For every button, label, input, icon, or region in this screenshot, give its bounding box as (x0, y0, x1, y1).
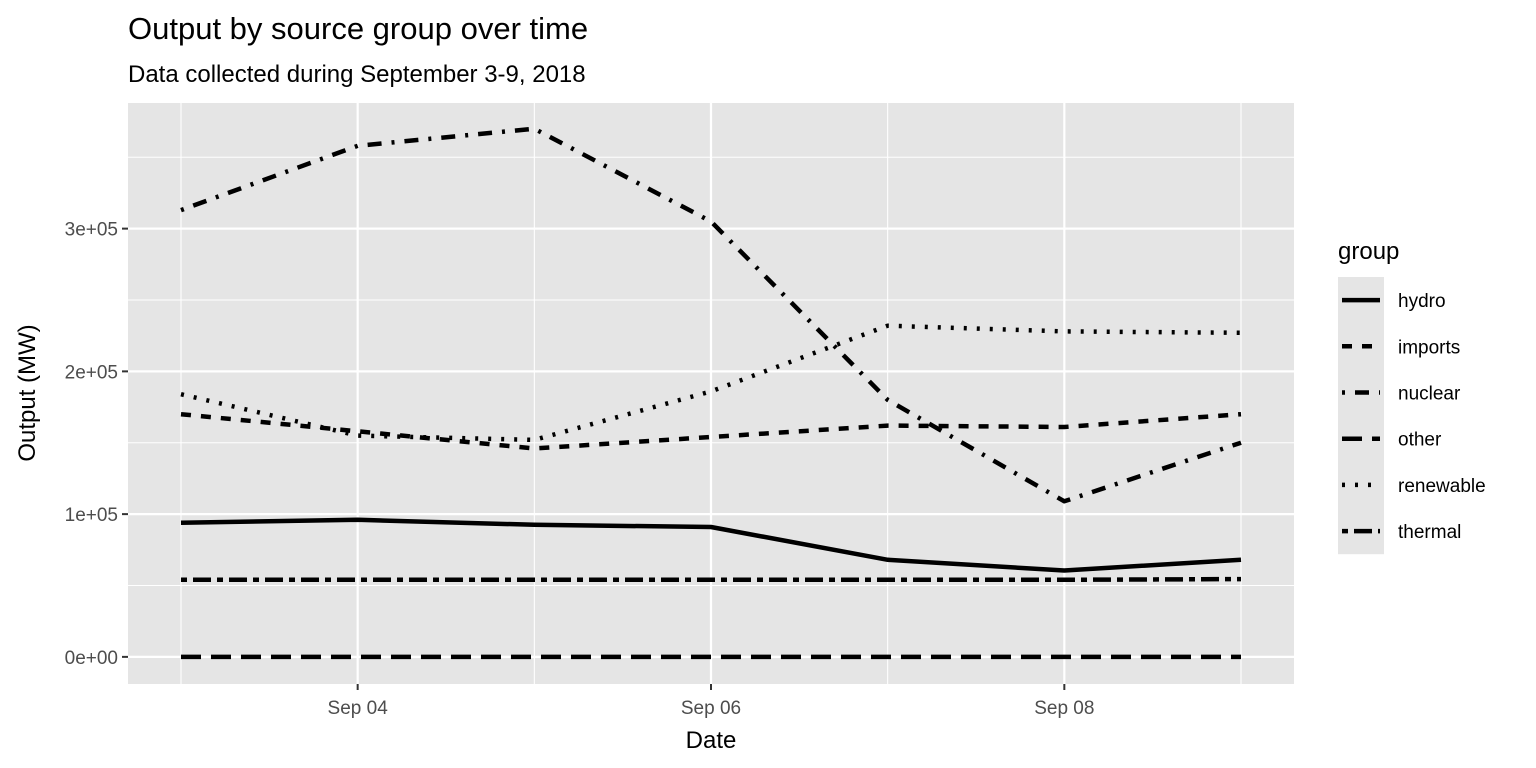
legend-key-background (1338, 277, 1384, 555)
series-line-hydro (180, 517, 1242, 573)
y-axis-label: Output (MW) (14, 324, 41, 461)
x-tick-label: Sep 04 (328, 698, 389, 719)
legend: group hydro imports nuclear other renewable t… (1338, 238, 1486, 555)
chart-title: Output by source group over time (128, 11, 588, 46)
x-tick-label: Sep 06 (681, 698, 741, 719)
series-line-imports (180, 411, 1242, 451)
x-tick-label: Sep 08 (1034, 698, 1094, 719)
legend-label-thermal: thermal (1398, 522, 1461, 543)
y-tick-label: 0e+00 (65, 648, 118, 669)
chart-subtitle: Data collected during September 3-9, 201… (128, 61, 586, 88)
x-axis-label: Date (686, 727, 737, 754)
y-tick-label: 3e+05 (65, 220, 118, 241)
legend-label-hydro: hydro (1398, 291, 1446, 312)
legend-label-imports: imports (1398, 337, 1460, 358)
legend-label-nuclear: nuclear (1398, 384, 1461, 405)
y-axis: 0e+00 1e+05 2e+05 3e+05 (65, 220, 128, 669)
legend-title: group (1338, 238, 1399, 265)
x-axis: Sep 04 Sep 06 Sep 08 (328, 684, 1094, 719)
series-line-nuclear (180, 126, 1242, 504)
series-line-thermal (181, 576, 1242, 583)
legend-label-other: other (1398, 430, 1442, 451)
series-lines (180, 126, 1242, 660)
legend-keys: hydro imports nuclear other renewable thermal (1338, 277, 1486, 555)
y-tick-label: 2e+05 (65, 362, 118, 383)
y-tick-label: 1e+05 (65, 505, 118, 526)
legend-label-renewable: renewable (1398, 476, 1486, 497)
